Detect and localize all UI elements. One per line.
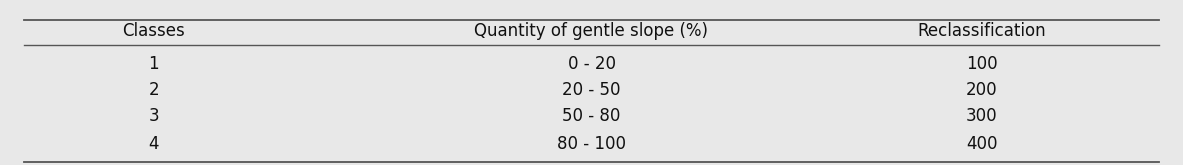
Text: 300: 300 [967, 107, 997, 125]
Text: 4: 4 [149, 134, 159, 153]
Text: 1: 1 [149, 54, 159, 73]
Text: 0 - 20: 0 - 20 [568, 54, 615, 73]
Text: Reclassification: Reclassification [918, 22, 1046, 40]
Text: 50 - 80: 50 - 80 [562, 107, 621, 125]
Text: Quantity of gentle slope (%): Quantity of gentle slope (%) [474, 22, 709, 40]
Text: 200: 200 [967, 81, 997, 99]
Text: 2: 2 [149, 81, 159, 99]
Text: Classes: Classes [122, 22, 186, 40]
Text: 20 - 50: 20 - 50 [562, 81, 621, 99]
Text: 80 - 100: 80 - 100 [557, 134, 626, 153]
Text: 400: 400 [967, 134, 997, 153]
Text: 100: 100 [967, 54, 997, 73]
Text: 3: 3 [149, 107, 159, 125]
